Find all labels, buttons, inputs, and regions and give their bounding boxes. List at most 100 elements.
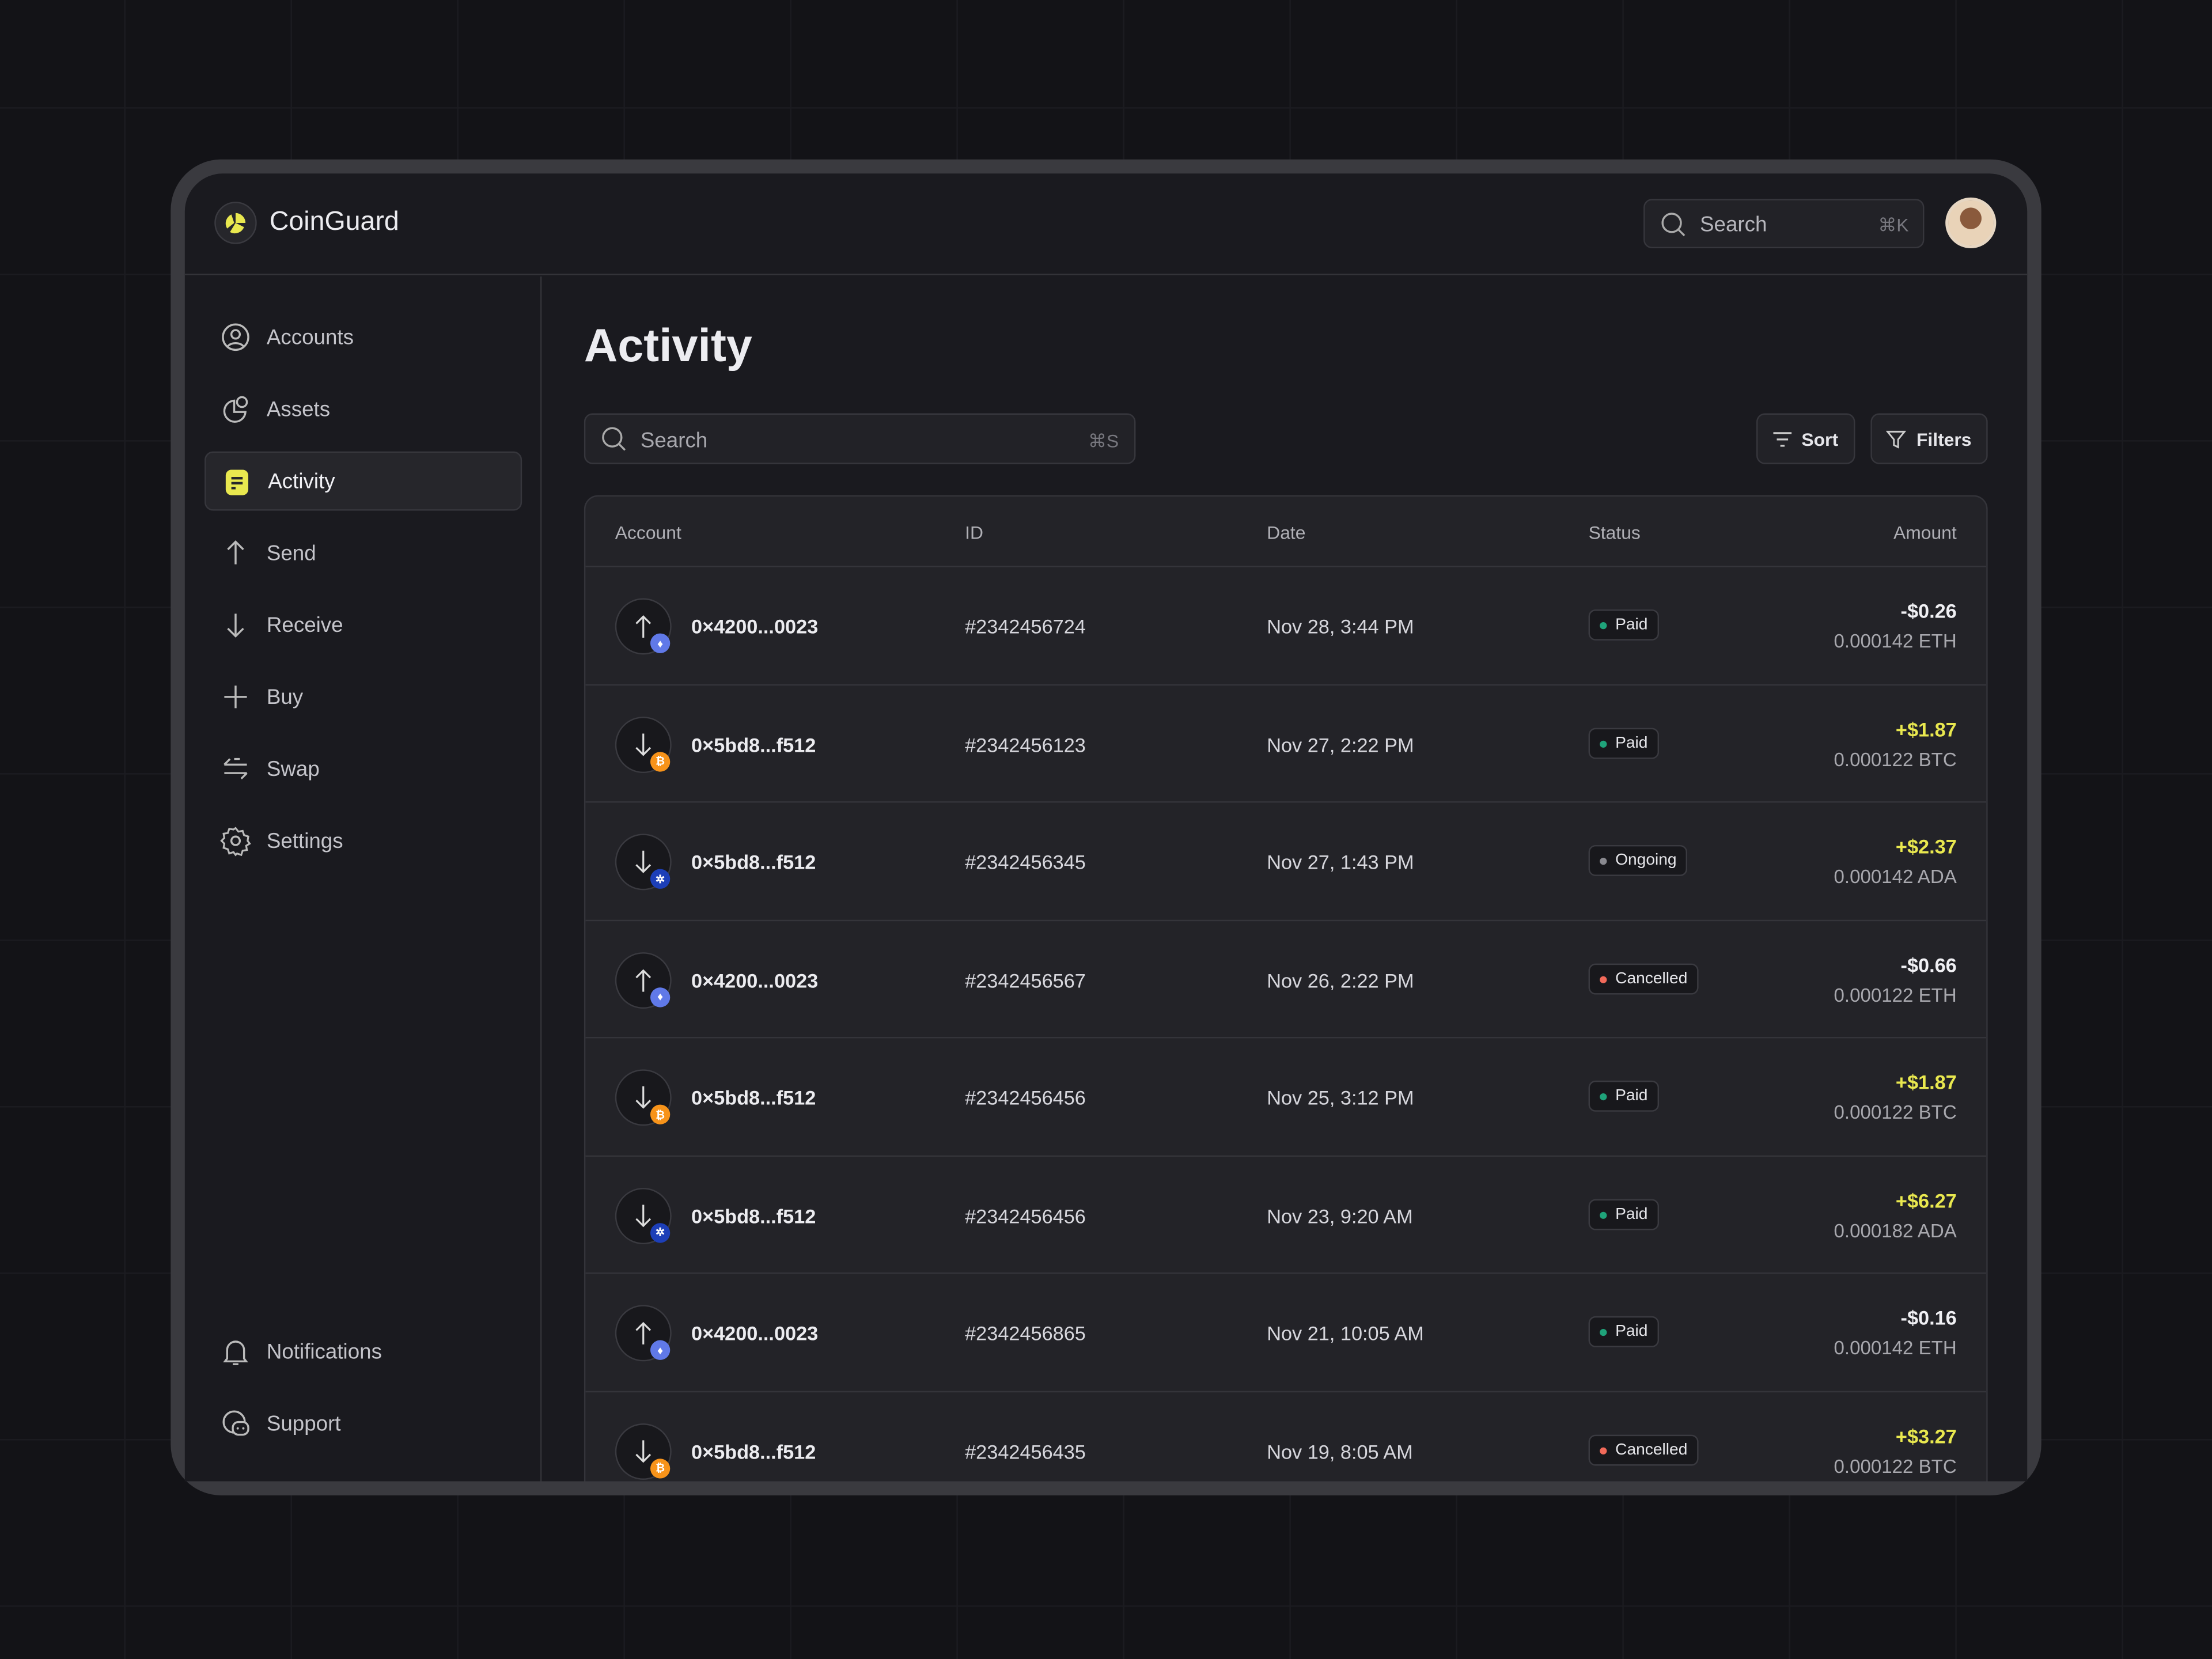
ada-coin-icon: ✲ [650,869,671,889]
account-address: 0×4200...0023 [691,615,819,638]
table-row[interactable]: ✲ 0×5bd8...f512 #2342456345 Nov 27, 1:43 PM… [585,802,1987,921]
column-header-date[interactable]: Date [1267,522,1306,543]
sidebar-item-buy[interactable]: Buy [204,667,522,726]
column-header-id[interactable]: ID [965,522,983,543]
column-header-status[interactable]: Status [1588,522,1641,543]
status-badge: Paid [1588,727,1660,759]
gear-icon [220,827,251,857]
amount-usd: +$1.87 [1895,1070,1957,1093]
status-badge: Ongoing [1588,844,1688,876]
status-badge: Paid [1588,1198,1660,1230]
table-row[interactable]: ♦ 0×4200...0023 #2342456567 Nov 26, 2:22 PM… [585,921,1987,1039]
sidebar-item-label: Support [266,1411,341,1435]
transaction-date: Nov 26, 2:22 PM [1267,968,1414,991]
filters-button[interactable]: Filters [1870,413,1988,464]
transaction-id: #2342456435 [965,1440,1086,1463]
transaction-date: Nov 25, 3:12 PM [1267,1086,1414,1109]
table-row[interactable]: ♦ 0×4200...0023 #2342456865 Nov 21, 10:05 A… [585,1274,1987,1392]
status-label: Paid [1615,1088,1648,1105]
amount-crypto: 0.000122 ETH [1834,984,1957,1005]
sidebar-item-label: Settings [266,828,343,853]
amount-crypto: 0.000122 BTC [1834,748,1957,770]
arrow-up-icon [227,540,244,565]
amount-crypto: 0.000142 ADA [1834,866,1957,888]
btc-coin-icon: ₿ [650,751,671,771]
status-label: Paid [1615,1323,1648,1340]
transaction-date: Nov 27, 2:22 PM [1267,733,1414,756]
status-label: Ongoing [1615,852,1677,869]
plus-icon [224,685,247,709]
sidebar-item-settings[interactable]: Settings [204,811,522,870]
activity-list-icon [225,469,249,495]
status-label: Cancelled [1615,1441,1688,1459]
eth-coin-icon: ♦ [650,987,671,1007]
table-row[interactable]: ₿ 0×5bd8...f512 #2342456435 Nov 19, 8:05 AM… [585,1392,1986,1482]
transaction-id: #2342456865 [965,1321,1086,1344]
sidebar-item-receive[interactable]: Receive [204,595,522,654]
status-badge: Paid [1588,1316,1660,1347]
account-address: 0×5bd8...f512 [691,1086,816,1109]
user-avatar[interactable] [1945,197,1997,249]
amount-usd: +$3.27 [1895,1424,1957,1447]
search-placeholder: Search [640,429,708,453]
sidebar-item-activity[interactable]: Activity [204,451,522,511]
transaction-date: Nov 28, 3:44 PM [1267,615,1414,638]
btc-coin-icon: ₿ [650,1458,671,1478]
table-row[interactable]: ₿ 0×5bd8...f512 #2342456456 Nov 25, 3:12 PM… [585,1038,1987,1156]
search-shortcut: ⌘S [1088,430,1119,452]
coinguard-logo-icon[interactable] [214,202,257,244]
transaction-id: #2342456456 [965,1086,1086,1109]
sidebar-item-swap[interactable]: Swap [204,739,522,798]
global-search-label: Search [1700,213,1767,237]
sidebar-item-label: Activity [268,469,335,493]
column-header-account[interactable]: Account [615,522,681,543]
sort-label: Sort [1801,428,1839,450]
sidebar-item-support[interactable]: Support [204,1394,522,1453]
swap-icon [224,757,248,780]
column-header-amount[interactable]: Amount [1893,522,1957,543]
transaction-id: #2342456123 [965,733,1086,756]
top-bar: CoinGuard Search ⌘K [184,173,2028,275]
table-row[interactable]: ♦ 0×4200...0023 #2342456724 Nov 28, 3:44 PM… [585,567,1987,685]
amount-crypto: 0.000122 BTC [1834,1101,1957,1123]
sidebar-item-accounts[interactable]: Accounts [204,308,522,367]
sidebar-item-label: Accounts [266,325,354,350]
btc-coin-icon: ₿ [650,1104,671,1124]
account-address: 0×4200...0023 [691,1321,819,1344]
status-label: Paid [1615,734,1648,752]
sidebar-item-assets[interactable]: Assets [204,380,522,439]
status-badge: Paid [1588,609,1660,641]
eth-coin-icon: ♦ [650,1340,671,1360]
amount-usd: +$1.87 [1895,717,1957,740]
table-row[interactable]: ✲ 0×5bd8...f512 #2342456456 Nov 23, 9:20 AM… [585,1156,1987,1274]
device-frame: CoinGuard Search ⌘K Accounts Assets Activi… [171,159,2041,1495]
sidebar-item-label: Receive [266,613,343,637]
status-badge: Paid [1588,1080,1660,1112]
filter-icon [1887,430,1907,448]
app-window: CoinGuard Search ⌘K Accounts Assets Activi… [184,173,2028,1482]
amount-usd: -$0.16 [1900,1306,1957,1329]
amount-crypto: 0.000142 ETH [1834,630,1957,652]
sidebar-item-notifications[interactable]: Notifications [204,1322,522,1381]
sidebar-item-send[interactable]: Send [204,524,522,583]
sort-button[interactable]: Sort [1756,413,1855,464]
amount-usd: +$6.27 [1895,1188,1957,1211]
table-row[interactable]: ₿ 0×5bd8...f512 #2342456123 Nov 27, 2:22 PM… [585,685,1987,803]
transaction-date: Nov 19, 8:05 AM [1267,1440,1413,1463]
chat-icon [222,1410,249,1436]
status-label: Paid [1615,616,1648,634]
amount-crypto: 0.000182 ADA [1834,1219,1957,1241]
search-icon [1661,213,1685,237]
sidebar-item-label: Buy [266,684,304,709]
sidebar-item-label: Send [266,541,316,565]
filters-label: Filters [1916,428,1972,450]
transaction-id: #2342456567 [965,968,1086,991]
global-search[interactable]: Search ⌘K [1643,199,1925,249]
activity-search-input[interactable]: Search ⌘S [584,413,1136,464]
transaction-date: Nov 21, 10:05 AM [1267,1321,1424,1344]
app-name: CoinGuard [269,207,399,237]
bell-icon [223,1340,248,1365]
amount-usd: -$0.66 [1900,953,1957,976]
account-address: 0×4200...0023 [691,968,819,991]
ada-coin-icon: ✲ [650,1222,671,1243]
